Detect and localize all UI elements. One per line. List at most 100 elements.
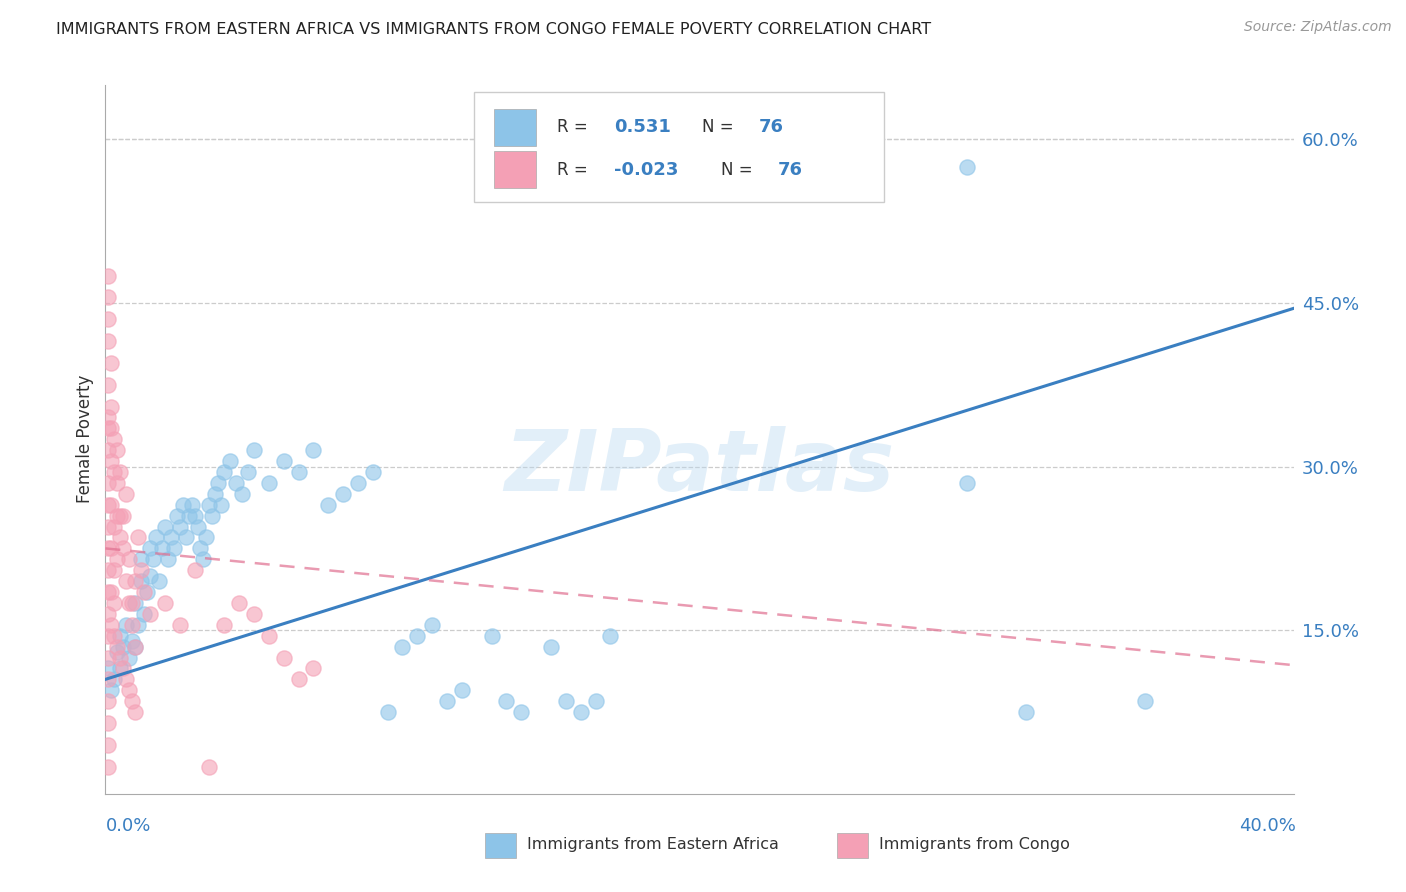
Point: [100, 400, 122, 414]
Point: [124, 640, 146, 654]
Point: [540, 640, 562, 654]
Point: [148, 574, 170, 589]
Point: [209, 498, 232, 512]
Point: [1133, 694, 1156, 708]
Point: [129, 563, 152, 577]
Point: [236, 465, 259, 479]
Point: [225, 475, 247, 490]
Point: [127, 531, 149, 545]
Point: [257, 475, 280, 490]
Text: Immigrants from Eastern Africa: Immigrants from Eastern Africa: [527, 838, 779, 852]
Point: [406, 629, 429, 643]
Point: [273, 454, 295, 468]
Point: [156, 552, 179, 566]
Point: [110, 531, 132, 545]
Point: [139, 607, 162, 621]
FancyBboxPatch shape: [494, 109, 536, 145]
Point: [347, 475, 370, 490]
Point: [136, 585, 159, 599]
Point: [172, 498, 194, 512]
Point: [121, 634, 143, 648]
Point: [180, 498, 202, 512]
Point: [132, 585, 155, 599]
Point: [97, 291, 120, 305]
Text: 0.531: 0.531: [614, 119, 671, 136]
Point: [139, 541, 162, 556]
Point: [100, 454, 122, 468]
Point: [177, 508, 200, 523]
Point: [214, 617, 236, 632]
Point: [97, 498, 120, 512]
Point: [110, 661, 132, 675]
Point: [100, 356, 122, 370]
Point: [110, 508, 132, 523]
Point: [198, 759, 221, 773]
Point: [450, 683, 472, 698]
Point: [97, 650, 120, 665]
Point: [118, 552, 141, 566]
Point: [257, 629, 280, 643]
Point: [105, 508, 128, 523]
Text: IMMIGRANTS FROM EASTERN AFRICA VS IMMIGRANTS FROM CONGO FEMALE POVERTY CORRELATI: IMMIGRANTS FROM EASTERN AFRICA VS IMMIGR…: [56, 22, 931, 37]
Point: [195, 531, 218, 545]
Point: [121, 596, 143, 610]
Point: [97, 519, 120, 533]
Point: [169, 617, 191, 632]
Point: [219, 454, 242, 468]
Point: [97, 629, 120, 643]
Point: [115, 673, 138, 687]
Point: [97, 563, 120, 577]
Text: N =: N =: [721, 161, 758, 178]
Point: [150, 541, 173, 556]
Point: [100, 585, 122, 599]
Point: [124, 596, 146, 610]
Point: [361, 465, 384, 479]
Point: [103, 563, 125, 577]
Point: [183, 508, 205, 523]
Point: [495, 694, 517, 708]
Point: [129, 552, 152, 566]
Point: [118, 596, 141, 610]
Point: [97, 661, 120, 675]
Point: [207, 475, 229, 490]
Point: [103, 596, 125, 610]
Point: [186, 519, 208, 533]
Point: [97, 694, 120, 708]
Point: [97, 759, 120, 773]
Point: [103, 433, 125, 447]
Point: [332, 487, 354, 501]
Point: [121, 694, 143, 708]
Point: [103, 629, 125, 643]
Point: [97, 738, 120, 752]
Point: [105, 645, 128, 659]
Point: [105, 640, 128, 654]
Point: [198, 498, 221, 512]
Point: [105, 475, 128, 490]
Point: [129, 574, 152, 589]
Point: [100, 683, 122, 698]
Point: [153, 519, 176, 533]
Point: [103, 465, 125, 479]
Point: [510, 705, 533, 719]
Point: [377, 705, 399, 719]
Point: [97, 443, 120, 458]
Point: [163, 541, 186, 556]
Point: [103, 673, 125, 687]
Point: [103, 519, 125, 533]
Text: 76: 76: [778, 161, 803, 178]
Point: [127, 617, 149, 632]
Point: [273, 650, 295, 665]
Point: [97, 673, 120, 687]
Point: [287, 673, 309, 687]
Point: [243, 443, 266, 458]
Point: [153, 596, 176, 610]
Point: [110, 650, 132, 665]
Point: [110, 465, 132, 479]
Point: [124, 640, 146, 654]
Point: [287, 465, 309, 479]
Text: R =: R =: [557, 161, 593, 178]
Point: [302, 661, 325, 675]
Point: [97, 585, 120, 599]
Point: [97, 377, 120, 392]
Point: [124, 574, 146, 589]
